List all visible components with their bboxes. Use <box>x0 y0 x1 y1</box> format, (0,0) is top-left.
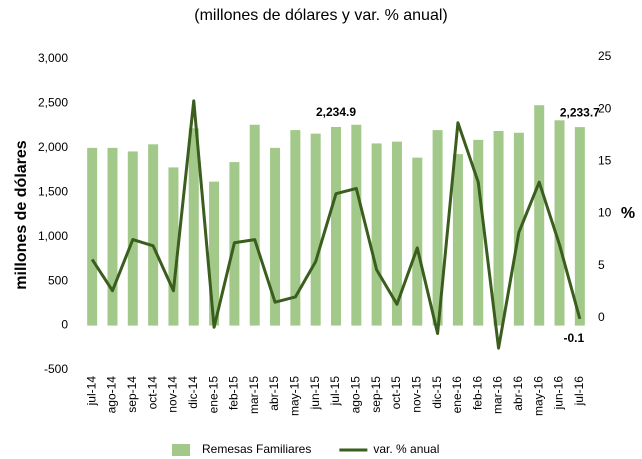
x-tick-label: mar-16 <box>491 376 505 414</box>
bar <box>473 139 484 326</box>
bar <box>412 157 423 326</box>
x-tick-label: mar-15 <box>247 376 261 414</box>
bar <box>168 167 179 326</box>
y-tick-label: 0 <box>61 318 68 332</box>
x-tick-label: dic-15 <box>430 376 444 409</box>
y-tick-label: -500 <box>44 362 68 376</box>
bar <box>310 133 321 326</box>
x-tick-label: sep-14 <box>125 376 139 413</box>
y2-axis-title: % <box>621 205 635 222</box>
y-tick-label: 1,500 <box>38 184 68 198</box>
x-tick-label: jul-15 <box>328 376 342 407</box>
bar-value-label: 2,234.9 <box>316 105 356 119</box>
bar <box>209 181 220 326</box>
x-tick-label: abr-16 <box>511 376 525 411</box>
x-tick-label: oct-14 <box>145 376 159 410</box>
bar <box>87 147 98 326</box>
y-tick-label: 2,000 <box>38 140 68 154</box>
x-tick-label: jun-15 <box>308 376 322 411</box>
x-tick-label: dic-14 <box>186 376 200 409</box>
y2-tick-label: 15 <box>598 154 612 168</box>
chart-title: (millones de dólares y var. % anual) <box>194 7 447 24</box>
legend-label: Remesas Familiares <box>202 442 311 456</box>
x-tick-label: abr-15 <box>267 376 281 411</box>
bar-value-label: 2,233.7 <box>560 105 600 119</box>
bar <box>107 147 118 326</box>
y-axis-title: millones de dólares <box>13 140 30 289</box>
x-tick-label: ago-14 <box>105 376 119 414</box>
x-tick-label: nov-14 <box>166 376 180 413</box>
bar <box>534 105 545 326</box>
x-tick-label: feb-16 <box>470 376 484 410</box>
y-tick-label: 500 <box>48 273 68 287</box>
bar <box>351 124 362 326</box>
y2-tick-label: 10 <box>598 206 612 220</box>
bar <box>188 128 199 326</box>
bar <box>432 130 443 326</box>
x-tick-label: may-15 <box>288 376 302 416</box>
bar <box>574 127 585 326</box>
bar <box>452 154 463 326</box>
x-tick-label: jul-14 <box>84 376 98 407</box>
x-tick-label: may-16 <box>531 376 545 416</box>
y-tick-label: 1,000 <box>38 229 68 243</box>
legend-swatch <box>172 444 190 456</box>
x-tick-label: ene-15 <box>206 376 220 414</box>
bar <box>331 126 341 326</box>
bar <box>554 120 565 326</box>
legend-label: var. % anual <box>373 442 439 456</box>
bar <box>493 130 504 326</box>
x-tick-label: ago-15 <box>348 376 362 414</box>
y2-tick-label: 5 <box>598 258 605 272</box>
bar <box>148 144 159 326</box>
y-tick-label: 3,000 <box>38 51 68 65</box>
x-tick-label: feb-15 <box>227 376 241 410</box>
x-tick-label: nov-15 <box>409 376 423 413</box>
x-tick-label: oct-15 <box>389 376 403 410</box>
line <box>90 99 582 350</box>
bar <box>249 124 260 326</box>
y2-tick-label: 0 <box>598 310 605 324</box>
x-tick-label: sep-15 <box>369 376 383 413</box>
x-tick-label: jul-16 <box>572 376 586 407</box>
x-tick-label: ene-16 <box>450 376 464 414</box>
y2-tick-label: 25 <box>598 49 612 63</box>
bar <box>391 141 402 326</box>
y2-tick-label: 20 <box>598 101 612 115</box>
bar <box>371 143 382 326</box>
bar <box>270 147 281 326</box>
x-tick-label: jun-16 <box>552 376 566 411</box>
y-tick-label: 2,500 <box>38 96 68 110</box>
line-value-label: -0.1 <box>563 331 584 345</box>
bar <box>290 130 301 326</box>
